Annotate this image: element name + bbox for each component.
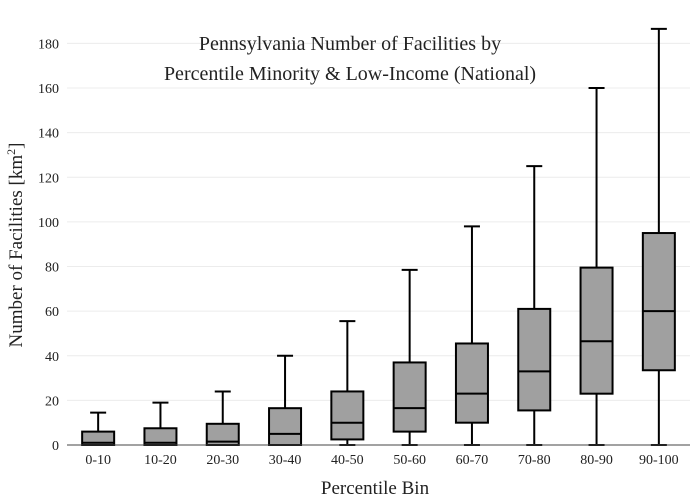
x-tick-label: 20-30 xyxy=(206,453,239,468)
y-tick-label: 120 xyxy=(38,171,59,186)
box-90-100 xyxy=(641,27,676,446)
box-0-10 xyxy=(81,411,116,447)
y-axis-title-main: Number of Facilities [km xyxy=(6,155,27,348)
box-60-70 xyxy=(454,225,489,446)
iqr-box xyxy=(330,390,365,441)
iqr-box xyxy=(641,232,676,372)
x-tick-label: 30-40 xyxy=(269,453,302,468)
x-tick-label: 90-100 xyxy=(639,453,679,468)
grid-lines xyxy=(67,42,690,401)
y-tick-label: 0 xyxy=(52,439,59,454)
y-tick-label: 80 xyxy=(45,261,59,276)
iqr-box xyxy=(454,342,489,424)
x-axis: 0-10 10-20 20-30 30-40 40-50 50-60 60-70 70-80 8… xyxy=(67,444,690,468)
y-axis-title-end: ] xyxy=(6,143,27,149)
y-tick-label: 180 xyxy=(38,37,59,52)
x-axis-title: Percentile Bin xyxy=(321,478,430,499)
box-10-20 xyxy=(143,401,178,447)
box-50-60 xyxy=(392,268,427,446)
y-tick-label: 40 xyxy=(45,350,59,365)
box-70-80 xyxy=(517,165,552,446)
box-80-90 xyxy=(579,87,614,446)
x-tick-label: 0-10 xyxy=(85,453,111,468)
y-tick-label: 60 xyxy=(45,305,59,320)
y-tick-label: 140 xyxy=(38,127,59,142)
x-tick-label: 70-80 xyxy=(518,453,551,468)
y-tick-label: 20 xyxy=(45,394,59,409)
box-20-30 xyxy=(205,390,240,447)
y-tick-label: 160 xyxy=(38,82,59,97)
box-series xyxy=(81,27,676,447)
iqr-box xyxy=(268,407,303,447)
x-tick-label: 40-50 xyxy=(331,453,364,468)
iqr-box xyxy=(517,307,552,412)
y-axis-title: Number of Facilities [km2] xyxy=(4,143,27,348)
x-tick-label: 60-70 xyxy=(456,453,489,468)
chart-title-line-2: Percentile Minority & Low-Income (Nation… xyxy=(164,63,536,85)
y-axis-title-superscript: 2 xyxy=(4,149,18,155)
x-tick-label: 10-20 xyxy=(144,453,177,468)
y-tick-label: 100 xyxy=(38,216,59,231)
chart-title-line-1: Pennsylvania Number of Facilities by xyxy=(199,33,501,55)
x-tick-label: 80-90 xyxy=(580,453,613,468)
box-30-40 xyxy=(268,354,303,447)
iqr-box xyxy=(392,361,427,433)
y-axis: 0 20 40 60 80 100 120 140 160 180 xyxy=(38,37,59,454)
box-40-50 xyxy=(330,320,365,446)
iqr-box xyxy=(579,266,614,395)
x-tick-label: 50-60 xyxy=(393,453,426,468)
